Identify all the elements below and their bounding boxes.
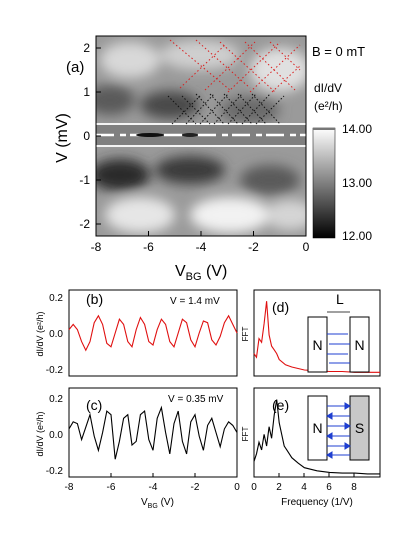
a-xlabel-unit: (V) [202, 263, 228, 280]
d-right-box-label: N [354, 337, 364, 353]
b-ytick-3: -0.2 [46, 365, 64, 376]
colorbar-title-1: dI/dV [314, 81, 342, 95]
a-xlabel-main: V [175, 263, 186, 280]
panel-a-xticks [95, 231, 307, 236]
e-arrows [326, 402, 351, 459]
b-ytick-1: 0.2 [49, 293, 63, 304]
c-ytick-3: -0.2 [46, 466, 64, 477]
a-xtick-1: -8 [91, 240, 102, 254]
panel-c-trace [68, 405, 238, 460]
colorbar-title-2: (e²/h) [314, 99, 343, 113]
panel-b-ylabel: dI/dV (e²/h) [35, 311, 45, 356]
c-ytick-1: 0.2 [49, 394, 63, 405]
panel-b: (b) V = 1.4 mV 0.2 0.0 -0.2 dI/dV (e²/h) [35, 289, 238, 377]
c-xtick-3: -4 [149, 482, 158, 493]
length-label: L [336, 291, 344, 307]
e-xtick-4: 6 [326, 482, 332, 493]
panel-e-xlabel: Frequency (1/V) [281, 497, 353, 508]
panel-a-xlabel: VBG (V) [175, 263, 227, 283]
e-xtick-1: 0 [251, 482, 257, 493]
a-xtick-2: -6 [143, 240, 154, 254]
c-xtick-2: -6 [107, 482, 116, 493]
red-dashed-lines [169, 39, 301, 93]
a-xtick-3: -4 [196, 240, 207, 254]
panel-c-xlabel: VBG (V) [141, 497, 174, 510]
a-xlabel-sub: BG [186, 271, 202, 283]
panel-d-trace [253, 301, 380, 373]
a-ytick-4: -1 [79, 173, 90, 187]
c-xlabel-unit: (V) [158, 497, 174, 508]
panel-a: -8 -6 -4 -2 0 2 1 0 -1 -2 (a) B = 0 mT V… [54, 35, 372, 283]
c-xtick-4: -2 [191, 482, 200, 493]
panel-e-frame [253, 387, 381, 478]
panel-d: (d) FFT L N N [241, 289, 381, 377]
a-ytick-1: 2 [83, 41, 90, 55]
d-arrows [327, 333, 350, 364]
d-left-box-label: N [312, 337, 322, 353]
superconductor-e [349, 395, 370, 461]
c-ytick-2: 0.0 [49, 430, 63, 441]
panel-e-trace [253, 399, 380, 475]
panel-b-annotation: V = 1.4 mV [170, 296, 220, 307]
panel-e-ylabel: FFT [241, 427, 250, 442]
e-xtick-5: 8 [351, 482, 357, 493]
left-lead-e [307, 395, 328, 461]
panel-c-label: (c) [86, 397, 102, 413]
black-dashed-lines [167, 93, 285, 125]
panel-e-label: (e) [272, 397, 289, 413]
panel-e-xticks [253, 473, 355, 477]
panel-e: (e) FFT N S 0 2 4 6 8 Frequency (1/V) [241, 387, 381, 508]
a-xtick-5: 0 [303, 240, 310, 254]
panel-a-yticks [96, 47, 101, 225]
e-xtick-3: 4 [301, 482, 307, 493]
field-label: B = 0 mT [312, 44, 365, 59]
c-xtick-1: -8 [65, 482, 74, 493]
a-ytick-2: 1 [83, 85, 90, 99]
colorbar-tick-1: 14.00 [342, 122, 372, 136]
a-ytick-5: -2 [79, 217, 90, 231]
colorbar [312, 127, 336, 239]
a-ytick-3: 0 [83, 129, 90, 143]
colorbar-tick-3: 12.00 [342, 229, 372, 243]
panel-b-label: (b) [86, 291, 103, 307]
panel-c-ylabel: dI/dV (e²/h) [35, 411, 45, 456]
panel-d-label: (d) [272, 299, 289, 315]
heatmap [96, 36, 306, 236]
panel-a-ylabel: V (mV) [54, 113, 71, 163]
panel-c-xticks [68, 473, 238, 477]
panel-d-ylabel: FFT [241, 327, 250, 342]
c-xlabel-main: V [141, 497, 148, 508]
e-left-box-label: N [312, 420, 322, 436]
e-xtick-2: 2 [276, 482, 282, 493]
e-right-box-label: S [355, 420, 364, 436]
panel-c-annotation: V = 0.35 mV [168, 394, 224, 405]
panel-d-frame [253, 289, 381, 377]
b-ytick-2: 0.0 [49, 329, 63, 340]
panel-b-trace [68, 314, 238, 352]
c-xlabel-sub: BG [148, 503, 158, 510]
left-lead-d [307, 316, 328, 373]
colorbar-tick-2: 13.00 [342, 176, 372, 190]
panel-c: (c) V = 0.35 mV 0.2 0.0 -0.2 dI/dV (e²/h… [35, 387, 240, 510]
a-xtick-4: -2 [248, 240, 259, 254]
panel-a-label: (a) [66, 59, 84, 76]
c-xtick-5: 0 [234, 482, 240, 493]
